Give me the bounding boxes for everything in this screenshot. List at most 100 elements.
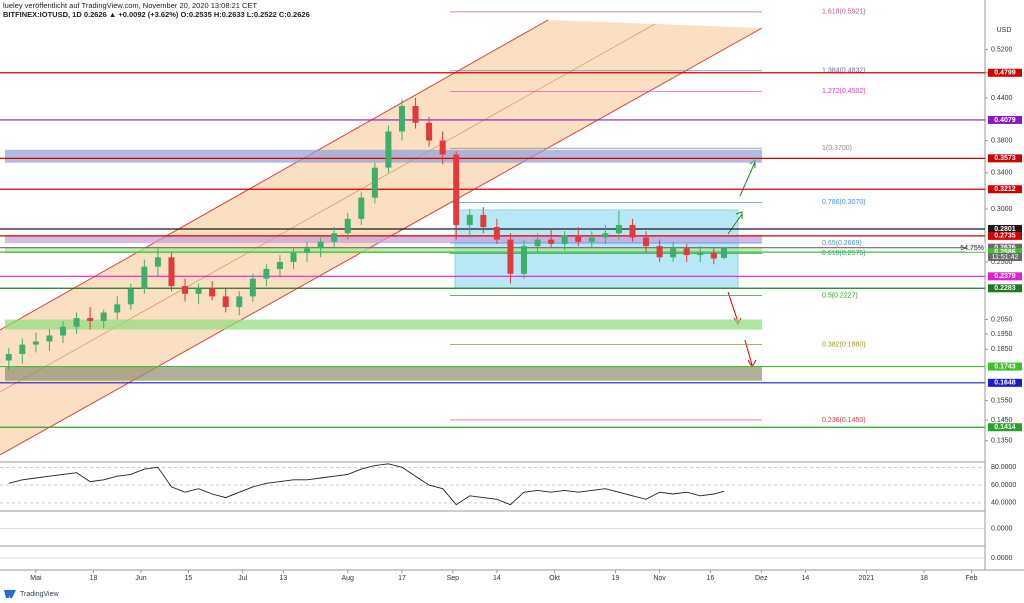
level-label: 0.1414 [994, 424, 1016, 431]
candle-body [371, 167, 378, 198]
candle-body [385, 131, 392, 168]
x-tick-label: Aug [342, 575, 355, 582]
candle-body [710, 252, 717, 259]
level-label: 0.2379 [994, 273, 1016, 280]
fib-label: 0.786(0.3070) [822, 199, 866, 206]
candle-body [521, 246, 528, 274]
candle-body [683, 248, 690, 256]
candle-body [73, 318, 80, 327]
candle-body [358, 197, 365, 219]
fib-label: 0.382(0.1880) [822, 341, 866, 348]
x-tick-label: Sep [447, 575, 460, 582]
candle-body [276, 261, 283, 269]
candle-body [534, 239, 541, 247]
osc-tick-label: 0.0000 [991, 555, 1013, 562]
x-tick-label: 14 [801, 575, 809, 582]
candle-body [141, 266, 148, 289]
y-tick-label: 0.4400 [991, 95, 1013, 102]
fib-label: 1.384(0.4832) [822, 68, 866, 75]
candle-body [46, 335, 53, 342]
candle-body [263, 268, 270, 279]
y-tick-label: 0.2050 [991, 316, 1013, 323]
footer-brand: TradingView [20, 591, 59, 598]
level-label: 0.1648 [994, 380, 1016, 387]
candle-body [561, 235, 568, 244]
fib-label: 0.618(0.2575) [822, 250, 866, 257]
candle-body [670, 248, 677, 258]
fib-label: 0.65(0.2669) [822, 240, 862, 247]
countdown: 11:51:42 [992, 254, 1019, 261]
level-label: 0.2586 [994, 249, 1016, 256]
fib-label: 0.236(0.1450) [822, 417, 866, 424]
candle-body [493, 227, 500, 240]
candle-body [344, 218, 351, 234]
x-tick-label: 14 [493, 575, 501, 582]
candle-body [290, 252, 297, 262]
x-tick-label: 2021 [859, 575, 875, 582]
candle-body [249, 278, 256, 297]
y-tick-label: 0.3400 [991, 170, 1013, 177]
candle-body [656, 246, 663, 258]
candle-body [127, 288, 134, 305]
x-tick-label: 15 [185, 575, 193, 582]
x-tick-label: Dez [755, 575, 768, 582]
y-tick-label: 0.3800 [991, 137, 1013, 144]
channel-mid [0, 23, 656, 393]
candle-body [643, 237, 650, 247]
candle-body [331, 233, 338, 242]
x-tick-label: 19 [612, 575, 620, 582]
candle-body [114, 304, 121, 313]
header-symbol: BITFINEX:IOTUSD, 1D 0.2626 ▲ +0.0092 (+3… [3, 10, 310, 19]
x-tick-label: Jul [238, 575, 247, 582]
candle-body [100, 312, 107, 321]
y-tick-label: 0.2500 [991, 259, 1013, 266]
rsi-line [8, 463, 725, 506]
candle-body [236, 296, 243, 308]
volume-ratio-bg [966, 243, 985, 252]
level-label: 0.2626 [994, 245, 1016, 252]
countdown-bg [988, 253, 1022, 261]
level-badge [988, 378, 1022, 387]
y-tick-label: 0.5200 [991, 46, 1013, 53]
candle-body [182, 286, 189, 294]
level-badge [988, 231, 1022, 240]
fib-label: 1(0.3700) [822, 145, 852, 152]
level-badge [988, 272, 1022, 281]
level-badge [988, 154, 1022, 163]
level-badge [988, 243, 1022, 252]
level-badge [988, 115, 1022, 124]
x-tick-label: Nov [653, 575, 666, 582]
level-badge [988, 224, 1022, 233]
y-tick-label: 0.1550 [991, 397, 1013, 404]
level-badge [988, 185, 1022, 194]
level-label: 0.1743 [994, 363, 1016, 370]
candle-body [480, 214, 487, 228]
marks: 0.52000.48000.44000.38000.34000.30000.25… [0, 9, 1022, 582]
level-badge [988, 248, 1022, 257]
logo [4, 590, 16, 598]
header-author: lueley veröffentlicht auf TradingView.co… [3, 1, 257, 10]
x-tick-label: 18 [920, 575, 928, 582]
candle-body [453, 154, 460, 225]
y-tick-label: 0.1350 [991, 438, 1013, 445]
candle-body [575, 235, 582, 242]
rsi-tick-label: 80.0000 [991, 464, 1016, 471]
x-tick-label: Mai [30, 575, 42, 582]
level-label: 0.3573 [994, 155, 1016, 162]
candle-body [426, 122, 433, 141]
fib-label: 0.5(0.2227) [822, 292, 858, 299]
y-tick-label: 0.1950 [991, 331, 1013, 338]
x-tick-label: 16 [707, 575, 715, 582]
y-tick-label: 0.1450 [991, 417, 1013, 424]
x-tick-label: Okt [549, 575, 560, 582]
x-tick-label: 13 [279, 575, 287, 582]
x-tick-label: Jun [135, 575, 146, 582]
candle-body [697, 252, 704, 256]
candle-body [548, 239, 555, 244]
x-tick-label: 18 [90, 575, 98, 582]
candle-body [5, 354, 12, 361]
candle-body [588, 237, 595, 242]
level-badge [988, 284, 1022, 293]
candle-body [195, 288, 202, 294]
candle-body [317, 241, 324, 249]
